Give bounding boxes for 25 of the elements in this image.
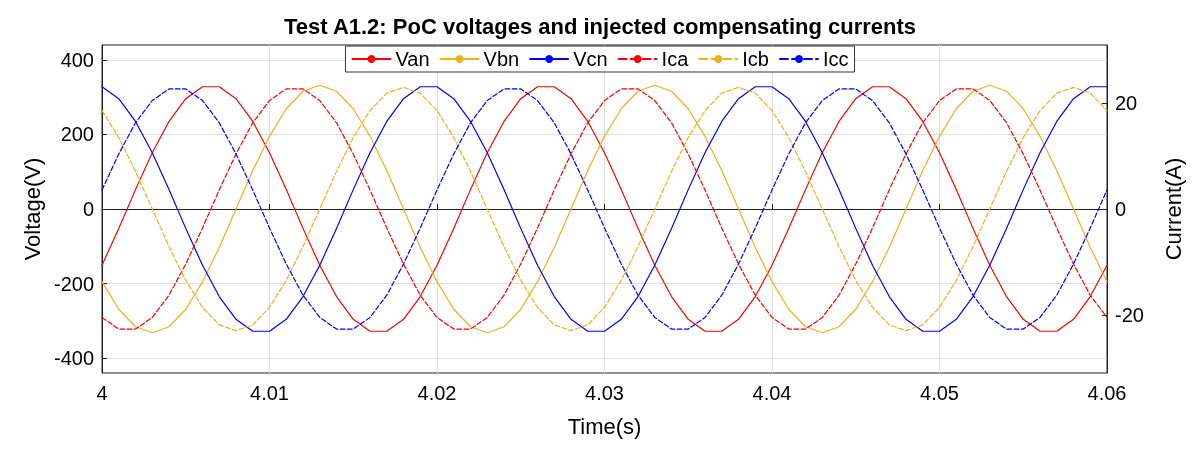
x-tick-label: 4.01 — [250, 382, 289, 404]
x-tick-label: 4.06 — [1087, 382, 1127, 404]
legend-label: Van — [395, 48, 430, 70]
y-tick-label: 0 — [82, 198, 94, 220]
legend-label: Vcn — [573, 48, 608, 70]
x-tick-label: 4.04 — [752, 382, 792, 404]
x-axis-title: Time(s) — [567, 413, 642, 439]
x-tick-label: 4 — [96, 382, 108, 404]
legend-label: Vbn — [483, 48, 520, 70]
chart-title: Test A1.2: PoC voltages and injected compensating currents — [283, 13, 917, 39]
y-tick-label: 400 — [60, 48, 94, 71]
legend-label: Icb — [742, 48, 769, 70]
legend-label: Ica — [661, 48, 690, 70]
y2-tick-label: 20 — [1115, 92, 1138, 115]
y2-tick-label: 0 — [1115, 198, 1127, 220]
y-axis-title: Voltage(V) — [19, 157, 45, 261]
y-tick-label: 200 — [60, 123, 94, 146]
x-tick-label: 4.02 — [417, 382, 457, 404]
legend-label: Icc — [822, 48, 849, 70]
y-tick-label: -200 — [53, 272, 94, 295]
y-tick-label: -400 — [53, 347, 94, 370]
x-tick-label: 4.05 — [920, 382, 959, 404]
y2-tick-label: -20 — [1115, 303, 1144, 326]
y2-axis-title: Current(A) — [1160, 157, 1186, 261]
x-tick-label: 4.03 — [585, 382, 624, 404]
